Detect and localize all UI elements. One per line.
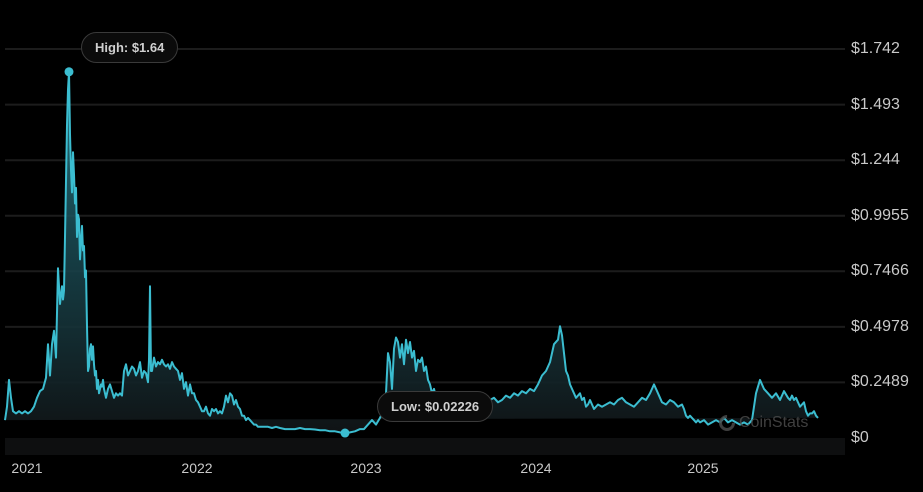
y-tick-label: $0.7466	[851, 262, 909, 280]
y-tick-label: $0	[851, 429, 869, 446]
y-tick-label: $0.9955	[851, 206, 909, 224]
y-tick-label: $1.493	[851, 95, 900, 113]
low-price-badge: Low: $0.02226	[377, 391, 494, 422]
y-tick-label: $1.244	[851, 151, 900, 169]
x-tick-label: 2021	[11, 460, 43, 476]
x-tick-label: 2023	[350, 460, 382, 476]
high-marker[interactable]	[64, 67, 74, 77]
coinstats-watermark: CoinStats	[715, 411, 809, 435]
high-price-badge: High: $1.64	[81, 32, 179, 63]
watermark-text: CoinStats	[739, 414, 809, 431]
y-tick-label: $1.742	[851, 40, 900, 57]
coinstats-logo-icon	[715, 411, 739, 435]
x-tick-label: 2024	[520, 460, 552, 476]
price-area	[5, 71, 818, 434]
y-tick-label: $0.4978	[851, 317, 909, 335]
volume-strip	[5, 438, 845, 455]
grid-lines	[5, 48, 845, 384]
x-tick-label: 2022	[181, 460, 213, 476]
y-tick-label: $0.2489	[851, 373, 909, 391]
price-line	[4, 70, 819, 435]
low-marker[interactable]	[340, 428, 350, 438]
x-tick-label: 2025	[687, 460, 719, 476]
